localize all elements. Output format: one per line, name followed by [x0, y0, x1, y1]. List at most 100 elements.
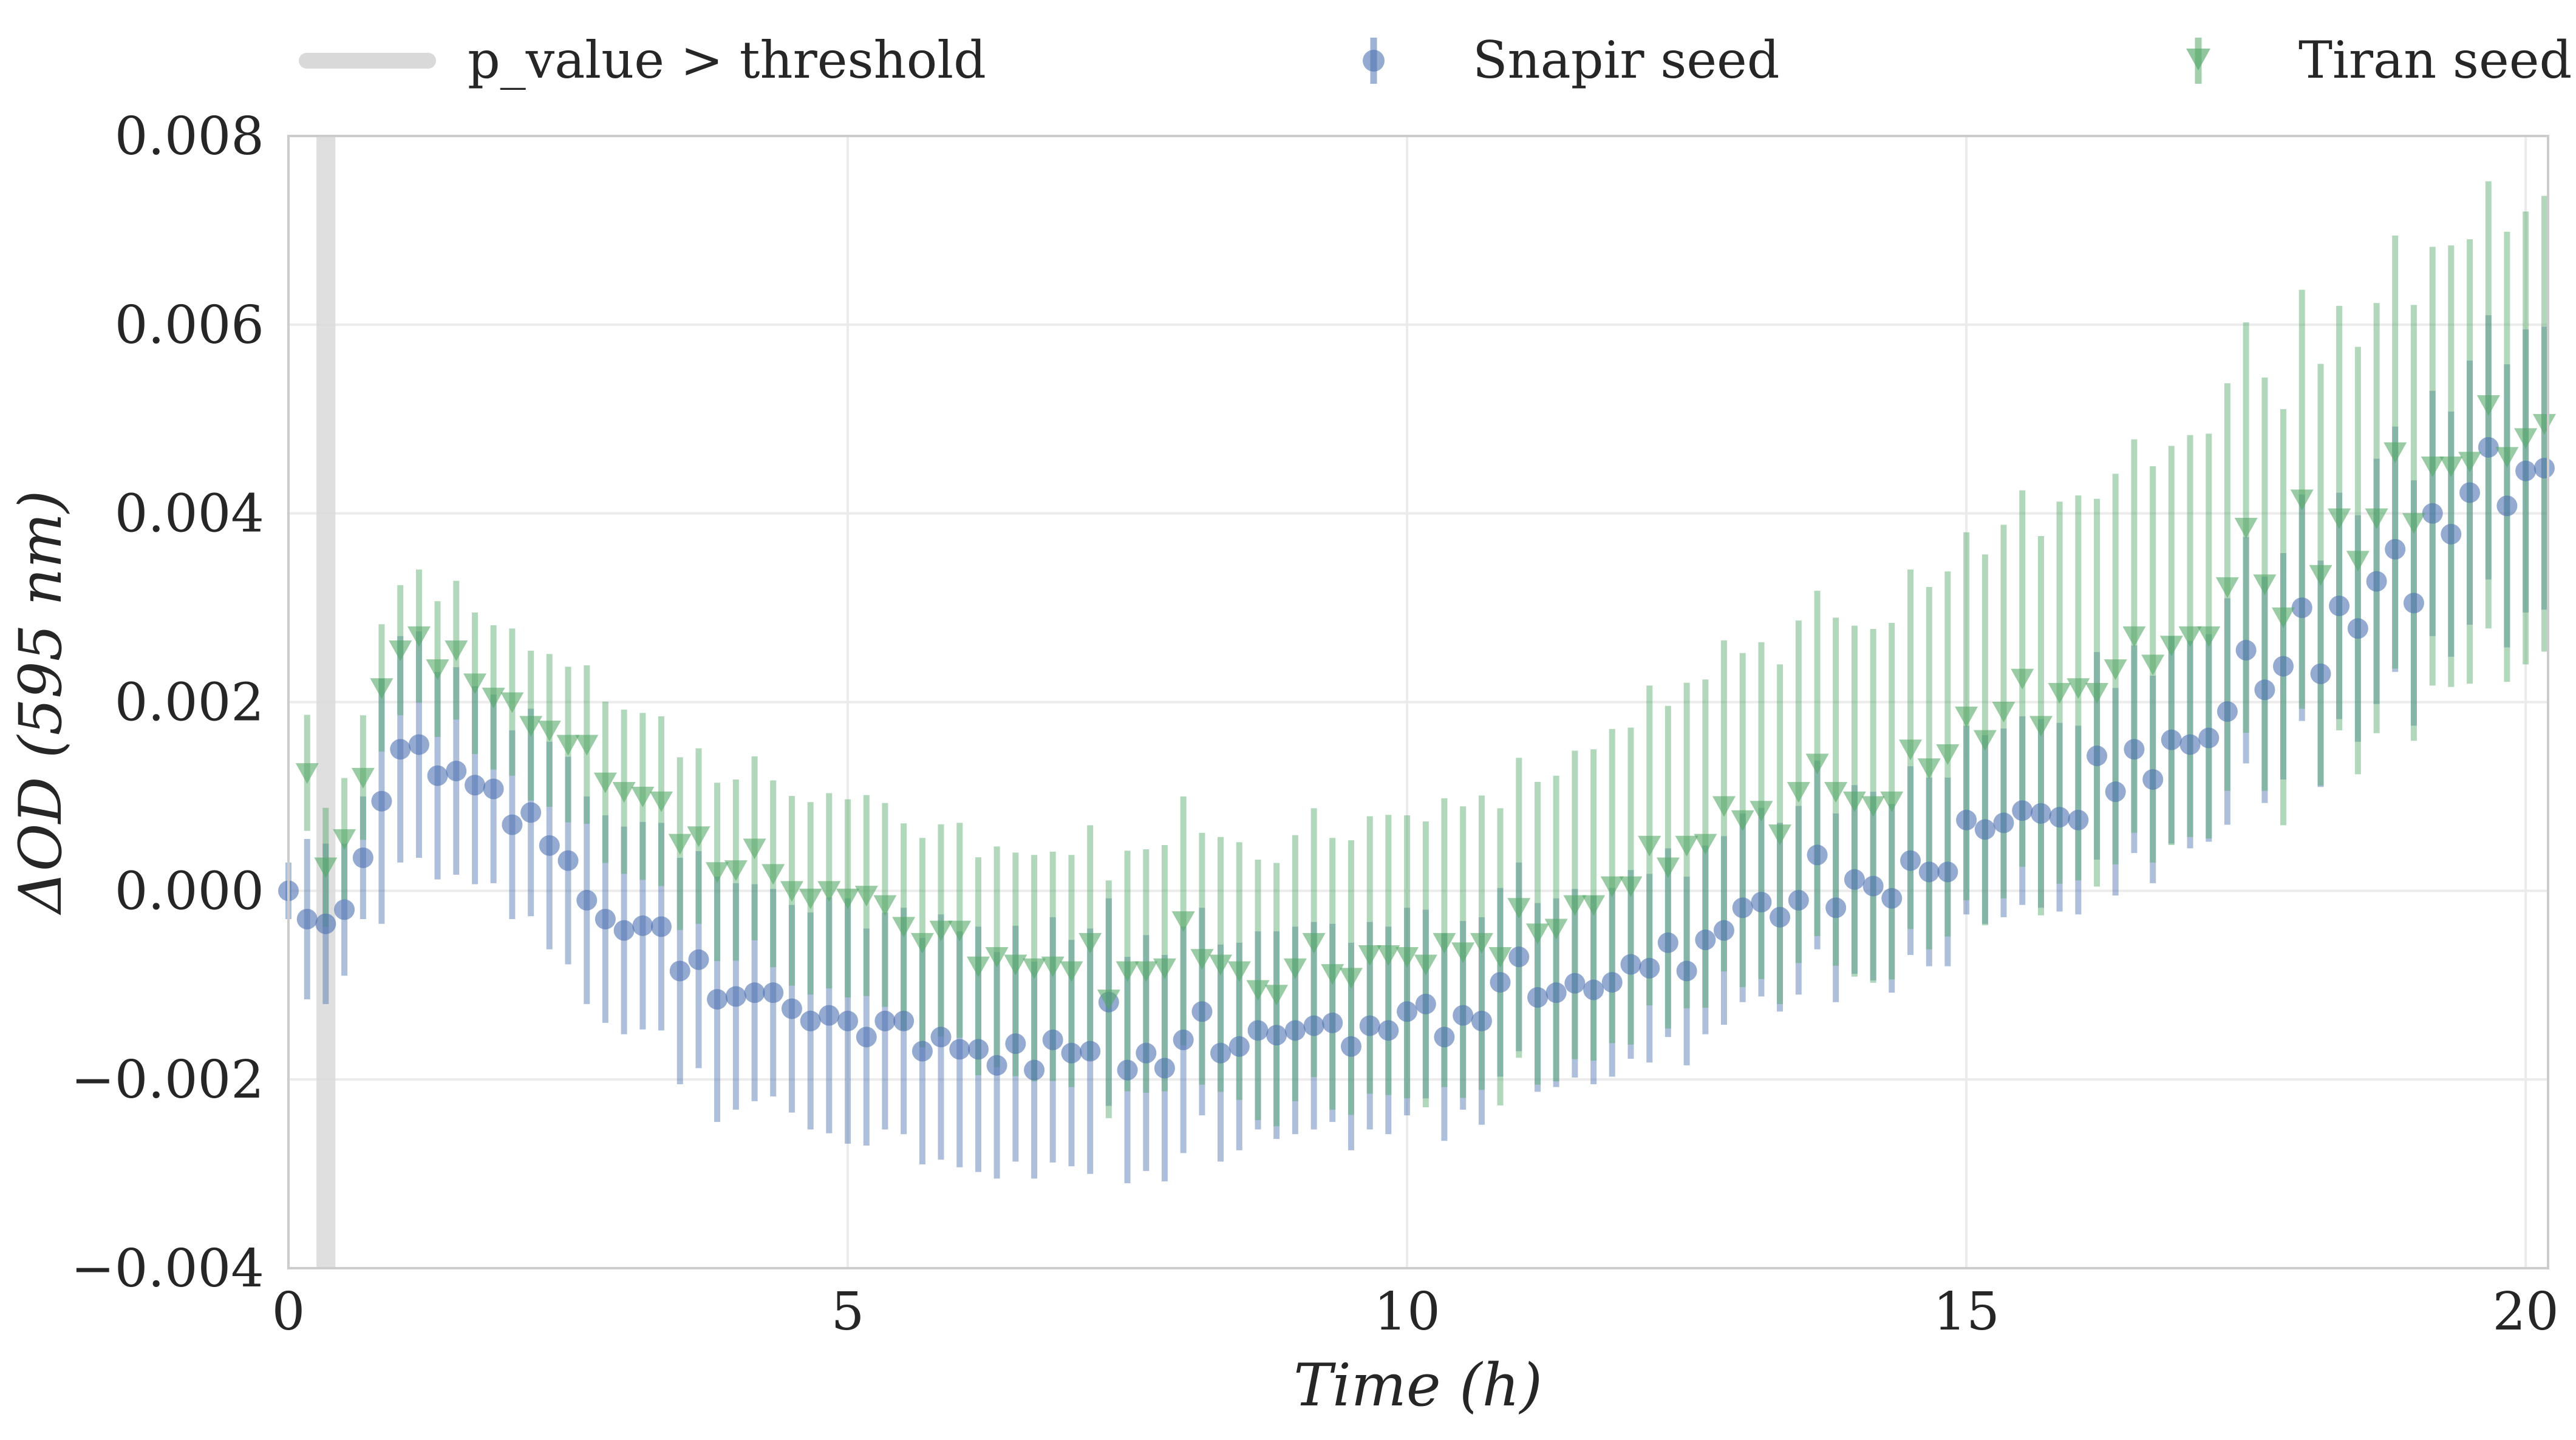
- data-point: [1453, 1005, 1474, 1026]
- data-point: [2402, 513, 2425, 534]
- data-point: [1900, 850, 1921, 871]
- data-point: [352, 847, 373, 868]
- data-point: [556, 735, 580, 756]
- data-point: [2478, 436, 2499, 458]
- data-point: [743, 838, 766, 860]
- data-point: [1619, 876, 1643, 897]
- data-point: [1844, 869, 1865, 890]
- data-point: [837, 1010, 859, 1031]
- data-point: [1097, 990, 1120, 1011]
- legend-threshold-label: p_value > threshold: [468, 30, 986, 90]
- data-point: [2161, 729, 2182, 750]
- data-point: [1564, 973, 1586, 994]
- data-point: [2012, 800, 2033, 821]
- data-point: [2533, 458, 2555, 479]
- data-point: [744, 982, 765, 1004]
- data-point: [2217, 701, 2238, 722]
- data-point: [893, 1010, 915, 1031]
- data-point: [519, 716, 543, 737]
- data-point: [2476, 395, 2500, 416]
- data-point: [1973, 730, 1997, 751]
- data-point: [2011, 668, 2034, 690]
- data-point: [1061, 1042, 1082, 1064]
- data-point: [1490, 972, 1511, 993]
- data-point: [1732, 897, 1753, 919]
- data-point: [1881, 888, 1903, 909]
- grid: [287, 135, 2548, 1269]
- data-point: [968, 1039, 989, 1060]
- data-point: [1171, 911, 1195, 932]
- data-point: [910, 932, 934, 954]
- data-point: [1639, 957, 1660, 979]
- data-point: [2253, 574, 2277, 596]
- data-point: [1284, 1020, 1306, 1041]
- data-point: [1434, 1027, 1455, 1048]
- data-point: [576, 889, 598, 911]
- data-point: [986, 1055, 1007, 1076]
- legend-snapir-marker: [1363, 50, 1385, 72]
- data-point: [1917, 758, 1941, 779]
- data-point: [1024, 1059, 1045, 1081]
- data-point: [1620, 954, 1641, 975]
- x-tick-label: 15: [1933, 1282, 1999, 1342]
- data-point: [1116, 961, 1139, 982]
- data-point: [781, 998, 802, 1019]
- data-point: [482, 687, 505, 708]
- data-point: [967, 956, 990, 977]
- data-point: [389, 640, 412, 662]
- data-point: [1770, 906, 1791, 928]
- data-point: [2532, 414, 2556, 435]
- data-point: [2198, 727, 2220, 749]
- data-point: [1842, 791, 1866, 812]
- data-point: [2496, 495, 2518, 517]
- data-point: [762, 864, 785, 885]
- data-point: [2104, 659, 2127, 681]
- data-point: [669, 960, 690, 982]
- data-point: [2309, 565, 2332, 586]
- data-point: [1788, 889, 1809, 911]
- data-point: [631, 786, 655, 807]
- data-point: [1544, 919, 1568, 940]
- data-point: [1265, 985, 1289, 1006]
- x-tick-labels: 0 5 10 15 20: [272, 1282, 2559, 1342]
- data-point: [520, 802, 542, 823]
- data-point: [1713, 920, 1734, 941]
- data-point: [1956, 809, 1977, 830]
- data-point: [2068, 809, 2089, 830]
- data-point: [650, 916, 672, 937]
- data-point: [1433, 932, 1456, 954]
- legend-snapir-label: Snapir seed: [1473, 30, 1780, 90]
- data-point: [2458, 452, 2482, 473]
- data-point: [1955, 706, 1978, 727]
- data-point: [1414, 954, 1437, 976]
- x-axis-title: Time (h): [1293, 1351, 1542, 1419]
- data-point: [1508, 946, 1530, 968]
- data-point: [892, 917, 916, 938]
- data-point: [911, 1041, 933, 1062]
- data-point: [1694, 834, 1717, 855]
- data-point: [296, 908, 318, 929]
- data-point: [315, 913, 336, 934]
- data-point: [2495, 447, 2519, 468]
- data-point: [1134, 961, 1158, 982]
- data-point: [2403, 593, 2424, 614]
- data-point: [856, 1027, 877, 1048]
- data-point: [1190, 949, 1214, 970]
- legend-tiran-marker: [2186, 49, 2210, 70]
- data-point: [2291, 597, 2312, 619]
- data-point: [500, 692, 524, 713]
- data-point: [1154, 1058, 1175, 1079]
- data-point: [819, 1005, 840, 1026]
- data-point: [1824, 782, 1848, 803]
- data-point: [706, 862, 729, 883]
- data-point: [1751, 891, 1772, 912]
- data-point: [2272, 656, 2294, 677]
- data-point: [1377, 945, 1400, 966]
- data-point: [2514, 428, 2538, 449]
- data-point: [874, 1010, 896, 1031]
- data-point: [2347, 618, 2368, 639]
- data-point: [1227, 961, 1251, 982]
- data-point: [668, 834, 692, 855]
- data-point: [1825, 897, 1847, 919]
- data-point: [463, 673, 487, 695]
